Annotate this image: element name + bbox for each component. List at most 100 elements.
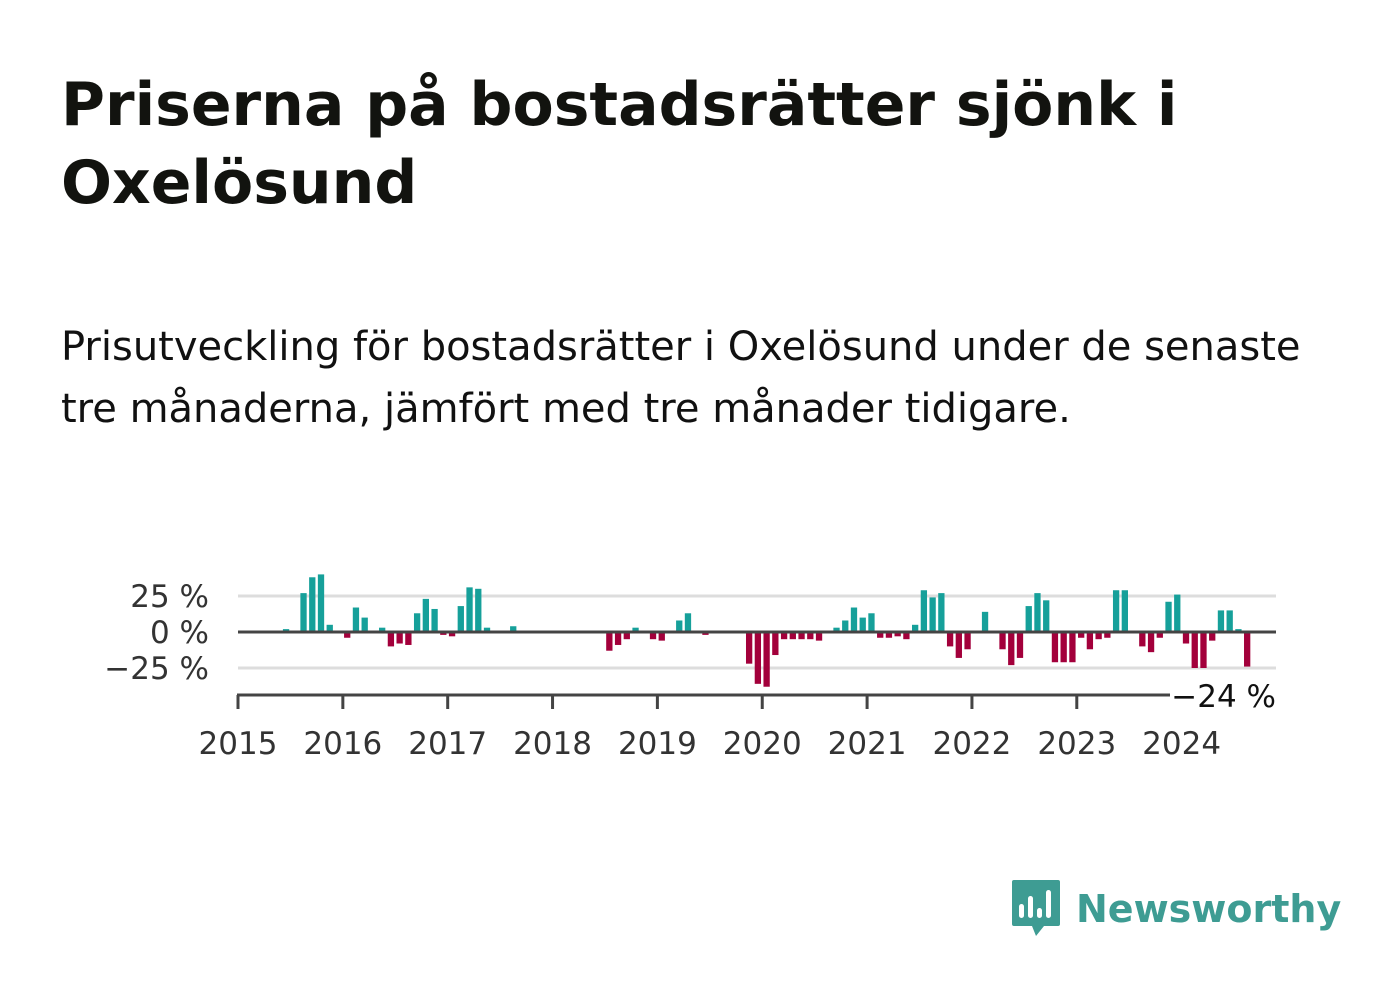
x-tick-label: 2023 [1037, 726, 1116, 762]
bar [632, 627, 639, 632]
newsworthy-logo: Newsworthy [1010, 878, 1341, 940]
bar [946, 632, 954, 647]
chart-svg: 25 %0 %−25 % 2015 2016 2017 2018 2019 2020 2021… [104, 574, 1278, 762]
bar [614, 632, 622, 645]
bar [859, 617, 866, 632]
bar [448, 632, 456, 637]
bar [1016, 632, 1024, 658]
bar [912, 624, 919, 632]
bar [780, 632, 788, 640]
bar-chart: 25 % 0 % −25 % 2015 2016 2017 2018 2019 2020 2021… [0, 540, 1382, 780]
bar [1174, 594, 1181, 632]
bar [772, 632, 779, 656]
bar [466, 587, 473, 632]
bar [317, 574, 325, 632]
bar [877, 632, 884, 638]
bar [842, 620, 849, 632]
bar [868, 613, 875, 632]
logo-wordmark: Newsworthy [1076, 887, 1342, 931]
bar [379, 627, 386, 632]
x-tick-label: 2020 [723, 726, 802, 762]
x-tick-label: 2016 [303, 726, 382, 762]
bar [894, 632, 901, 637]
x-tick-label: 2019 [618, 726, 697, 762]
bar [1217, 610, 1225, 632]
bar [361, 617, 368, 632]
bar [754, 632, 762, 684]
x-tick-label: 2017 [408, 726, 487, 762]
x-tick-label: 2021 [828, 726, 907, 762]
bar [422, 598, 429, 632]
bar [1139, 632, 1146, 647]
bar [850, 607, 858, 632]
bar [352, 607, 360, 632]
bar [789, 632, 796, 640]
bar [833, 627, 840, 632]
bar [885, 632, 893, 638]
bar [938, 593, 945, 632]
bar [763, 632, 770, 687]
bar [431, 608, 438, 632]
bar [1156, 632, 1163, 638]
bar [483, 627, 491, 632]
bar [999, 632, 1006, 650]
y-tick-label: 0 % [150, 615, 209, 651]
bars [282, 574, 1251, 687]
bar [1200, 632, 1207, 668]
bar [405, 632, 412, 645]
x-tick-label: 2024 [1142, 726, 1221, 762]
bar [1069, 632, 1076, 663]
bar [457, 606, 464, 632]
chart-subtitle: Prisutveckling för bostadsrätter i Oxelö… [61, 324, 1301, 432]
labels: 25 %0 %−25 % 2015 2016 2017 2018 2019 2020 2021… [104, 579, 1278, 762]
bar [807, 632, 814, 640]
bar [903, 632, 910, 640]
bar [1191, 632, 1198, 668]
bar [1244, 632, 1251, 667]
bar [920, 590, 928, 632]
bar [396, 632, 403, 644]
bar [475, 588, 482, 632]
bar [684, 613, 692, 632]
bar [676, 620, 683, 632]
bar [745, 632, 753, 664]
bar [798, 632, 805, 640]
y-tick-label: 25 % [130, 579, 209, 615]
bar [815, 632, 823, 641]
bar [1025, 606, 1032, 632]
bar [510, 626, 517, 632]
x-tick-label: 2022 [932, 726, 1011, 762]
axes [236, 630, 1276, 709]
bar [1104, 632, 1111, 638]
bar [1209, 632, 1216, 641]
bar [1112, 590, 1120, 632]
bar [1095, 632, 1102, 640]
bar [1008, 632, 1015, 666]
bar [309, 577, 316, 632]
chart-title: Priserna på bostadsrätter sjönk i Oxelös… [61, 70, 1178, 218]
bar [1078, 632, 1085, 638]
bar [1060, 632, 1067, 663]
bar [649, 632, 657, 640]
bar [1121, 590, 1128, 632]
bar [1043, 600, 1050, 632]
bar [606, 632, 613, 651]
end-label-background [1170, 679, 1278, 713]
bar [300, 593, 307, 632]
bar [1086, 632, 1094, 650]
bar [929, 597, 936, 632]
bar [658, 632, 665, 641]
bar [1226, 610, 1233, 632]
bar-chart-speech-bubble-icon [1012, 880, 1060, 936]
bar [344, 632, 351, 638]
bar [1182, 632, 1190, 644]
bar [387, 632, 395, 647]
bar [326, 624, 333, 632]
last-value-label: −24 % [1171, 679, 1276, 715]
x-tick-label: 2018 [513, 726, 592, 762]
x-tick-label: 2015 [199, 726, 278, 762]
bar [1051, 632, 1059, 663]
bar [955, 632, 962, 658]
bar [413, 613, 421, 632]
bar [981, 611, 989, 632]
